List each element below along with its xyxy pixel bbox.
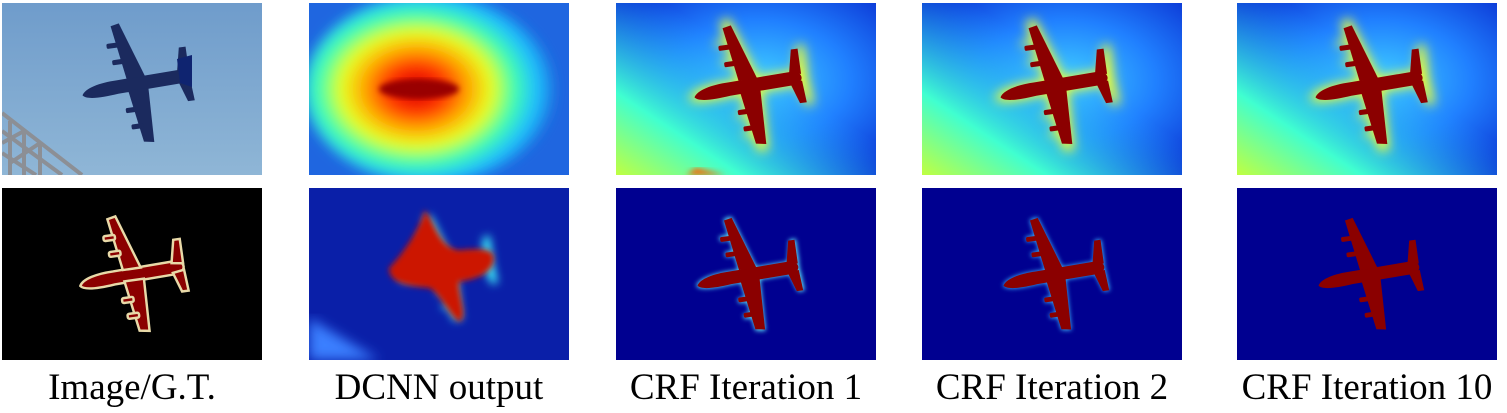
caption-crf-iteration-10: CRF Iteration 10	[1241, 367, 1493, 408]
dcnn-belief-map-bottom	[309, 188, 569, 360]
ground-truth-panel	[2, 188, 262, 360]
input-image-panel	[2, 3, 262, 175]
caption-crf-iteration-2: CRF Iteration 2	[935, 367, 1169, 408]
caption-image-gt: Image/G.T.	[48, 367, 216, 408]
crf-iter2-score-map-top	[922, 3, 1182, 175]
crf-iter10-belief-map-bottom	[1237, 188, 1497, 360]
crf-iter1-score-map-top	[616, 3, 876, 175]
crf-iter10-score-map-top	[1237, 3, 1497, 175]
crf-iter2-belief-map-bottom	[922, 188, 1182, 360]
caption-dcnn-output: DCNN output	[334, 367, 544, 408]
caption-crf-iteration-1: CRF Iteration 1	[629, 367, 863, 408]
dcnn-score-map-top	[309, 3, 569, 175]
crf-iter1-belief-map-bottom	[616, 188, 876, 360]
